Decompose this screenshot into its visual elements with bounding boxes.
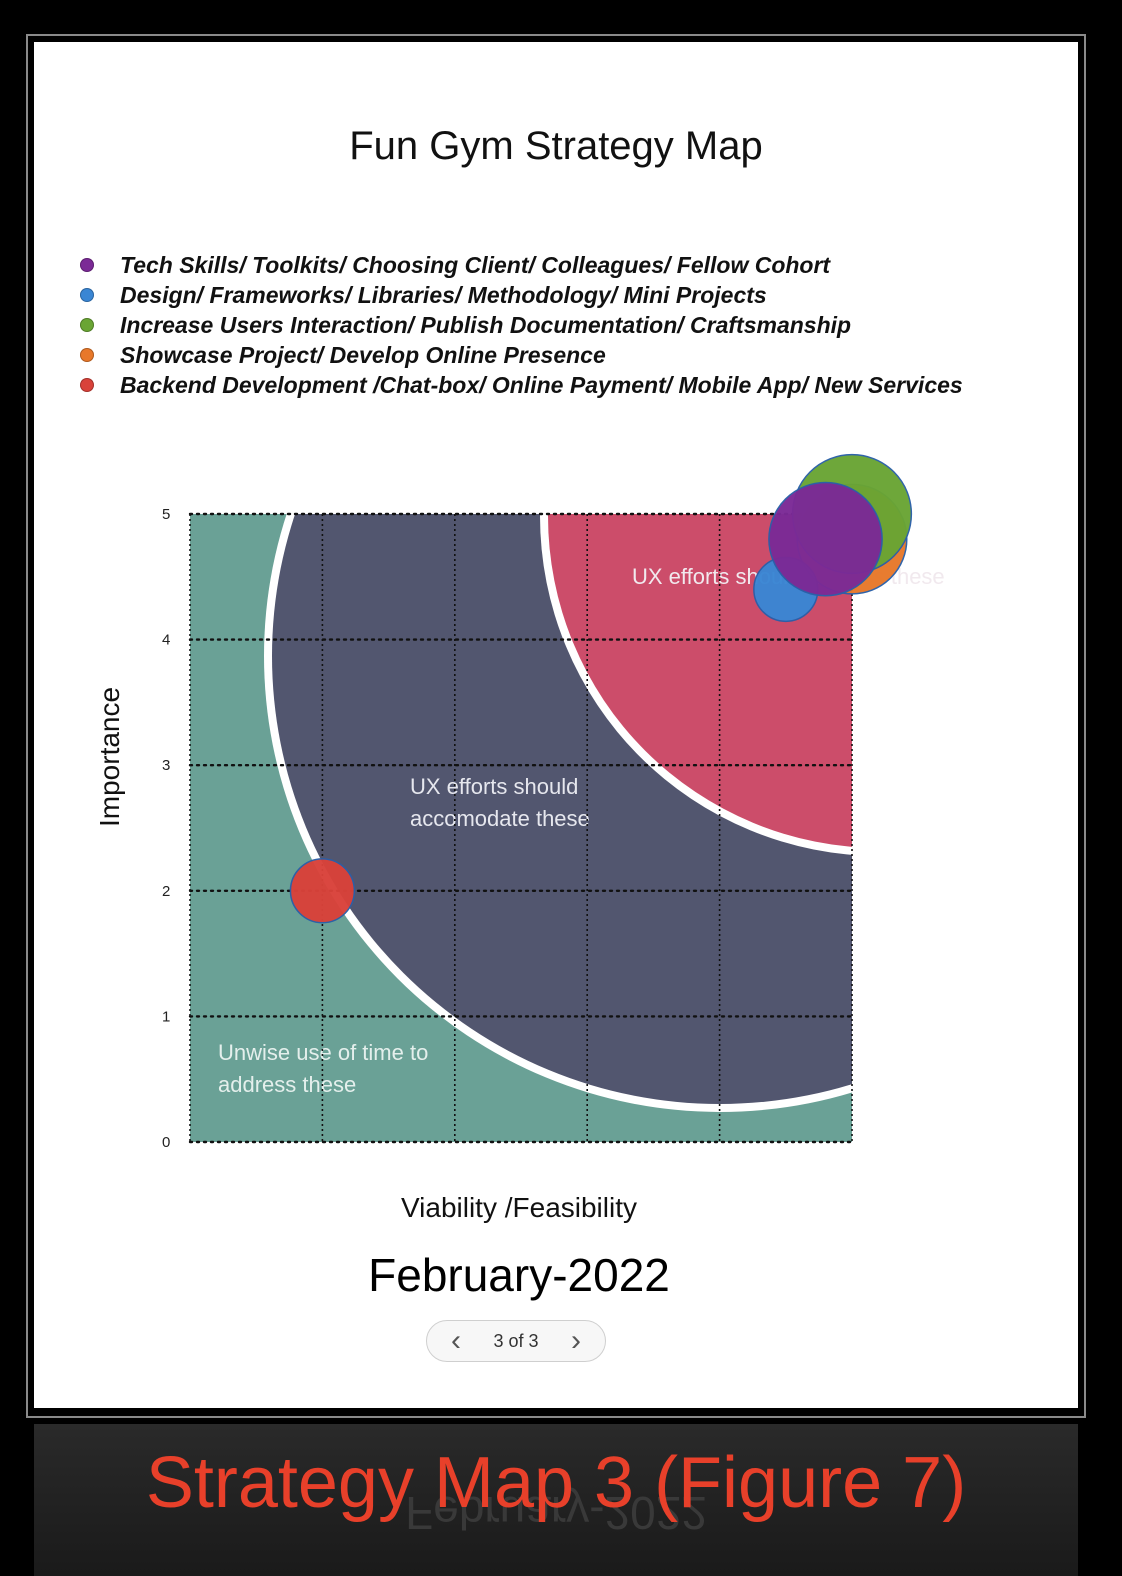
data-point xyxy=(768,481,883,597)
y-tick-label: 5 xyxy=(162,506,170,523)
region-label-accommodate-2: accomodate these xyxy=(410,806,590,831)
legend-label: Tech Skills/ Toolkits/ Choosing Client/ … xyxy=(120,252,831,278)
figure-caption: Strategy Map 3 (Figure 7) xyxy=(145,1443,967,1523)
legend-label: Showcase Project/ Develop Online Presenc… xyxy=(120,342,606,368)
page-count: 3 of 3 xyxy=(493,1331,539,1351)
caption-band: February-2022 Strategy Map 3 (Figure 7) xyxy=(34,1424,1078,1576)
date-label: February-2022 xyxy=(368,1249,670,1301)
y-tick-label: 3 xyxy=(162,757,170,774)
legend-label: Design/ Frameworks/ Libraries/ Methodolo… xyxy=(120,282,767,308)
y-tick-label: 2 xyxy=(162,883,170,900)
legend-dot xyxy=(80,288,94,302)
region-label-unwise-2: address these xyxy=(218,1072,356,1097)
y-tick-label: 0 xyxy=(162,1134,170,1151)
region-label-accommodate-1: UX efforts should xyxy=(410,774,578,799)
legend-dot xyxy=(80,348,94,362)
next-page-button[interactable]: › xyxy=(571,1324,581,1357)
data-point xyxy=(289,858,356,924)
data-points xyxy=(289,453,913,924)
legend-dot xyxy=(80,318,94,332)
y-axis-title: Importance xyxy=(94,686,125,827)
strategy-chart: UX efforts should address these UX effor… xyxy=(162,453,945,1151)
y-tick-label: 4 xyxy=(162,632,170,649)
region-label-unwise-1: Unwise use of time to xyxy=(218,1040,428,1065)
legend-dot xyxy=(80,258,94,272)
previous-page-button[interactable]: ‹ xyxy=(451,1324,461,1357)
y-tick-label: 1 xyxy=(162,1008,170,1025)
legend-label: Backend Development /Chat-box/ Online Pa… xyxy=(120,372,963,398)
pager: ‹ 3 of 3 › xyxy=(426,1320,606,1362)
grid xyxy=(188,512,854,1144)
chart-title: Fun Gym Strategy Map xyxy=(349,124,763,168)
y-tick-labels: 0 1 2 3 4 5 xyxy=(162,506,170,1151)
x-axis-title: Viability /Feasibility xyxy=(400,1192,638,1223)
legend-dot xyxy=(80,378,94,392)
legend-label: Increase Users Interaction/ Publish Docu… xyxy=(120,312,852,338)
slide: Fun Gym Strategy Map Tech Skills/ Toolki… xyxy=(34,42,1078,1408)
